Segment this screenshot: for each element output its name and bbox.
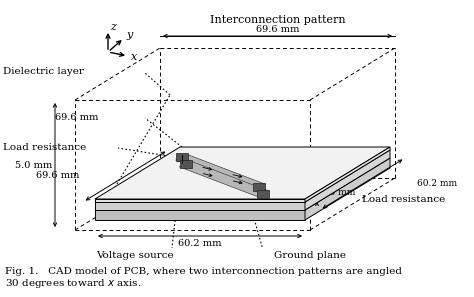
Text: 69.6 mm: 69.6 mm <box>36 171 79 181</box>
Text: 30 degrees toward $x$ axis.: 30 degrees toward $x$ axis. <box>5 277 142 290</box>
Polygon shape <box>305 158 390 220</box>
Polygon shape <box>95 210 305 220</box>
Polygon shape <box>180 160 191 168</box>
Polygon shape <box>179 162 269 196</box>
Polygon shape <box>305 150 390 210</box>
Text: Voltage source: Voltage source <box>96 250 174 260</box>
Text: Load resistance: Load resistance <box>3 143 86 152</box>
Polygon shape <box>305 147 390 202</box>
Polygon shape <box>176 153 188 161</box>
Text: 60.2 mm: 60.2 mm <box>417 179 457 189</box>
Polygon shape <box>95 199 305 202</box>
Text: 5.0 mm: 5.0 mm <box>15 160 52 170</box>
Polygon shape <box>95 202 305 210</box>
Text: Fig. 1.   CAD model of PCB, where two interconnection patterns are angled: Fig. 1. CAD model of PCB, where two inte… <box>5 268 402 277</box>
Polygon shape <box>95 150 390 202</box>
Text: 60.2 mm: 60.2 mm <box>178 238 222 247</box>
Text: Load resistance: Load resistance <box>362 195 445 205</box>
Text: x: x <box>131 52 137 62</box>
Text: z: z <box>110 22 116 32</box>
Text: D: D <box>215 179 223 188</box>
Text: y: y <box>126 30 132 40</box>
Polygon shape <box>95 158 390 210</box>
Text: Dielectric layer: Dielectric layer <box>3 67 84 77</box>
Polygon shape <box>95 147 390 199</box>
Polygon shape <box>254 183 265 191</box>
Text: 2.0 mm: 2.0 mm <box>321 188 356 197</box>
Polygon shape <box>175 155 266 190</box>
Text: Interconnection pattern: Interconnection pattern <box>210 15 346 25</box>
Polygon shape <box>257 190 269 198</box>
Text: B: B <box>267 191 275 200</box>
Text: 69.6 mm: 69.6 mm <box>55 113 99 122</box>
Text: Ground plane: Ground plane <box>274 250 346 260</box>
Text: 69.6 mm: 69.6 mm <box>256 26 299 34</box>
Text: A: A <box>170 157 177 166</box>
